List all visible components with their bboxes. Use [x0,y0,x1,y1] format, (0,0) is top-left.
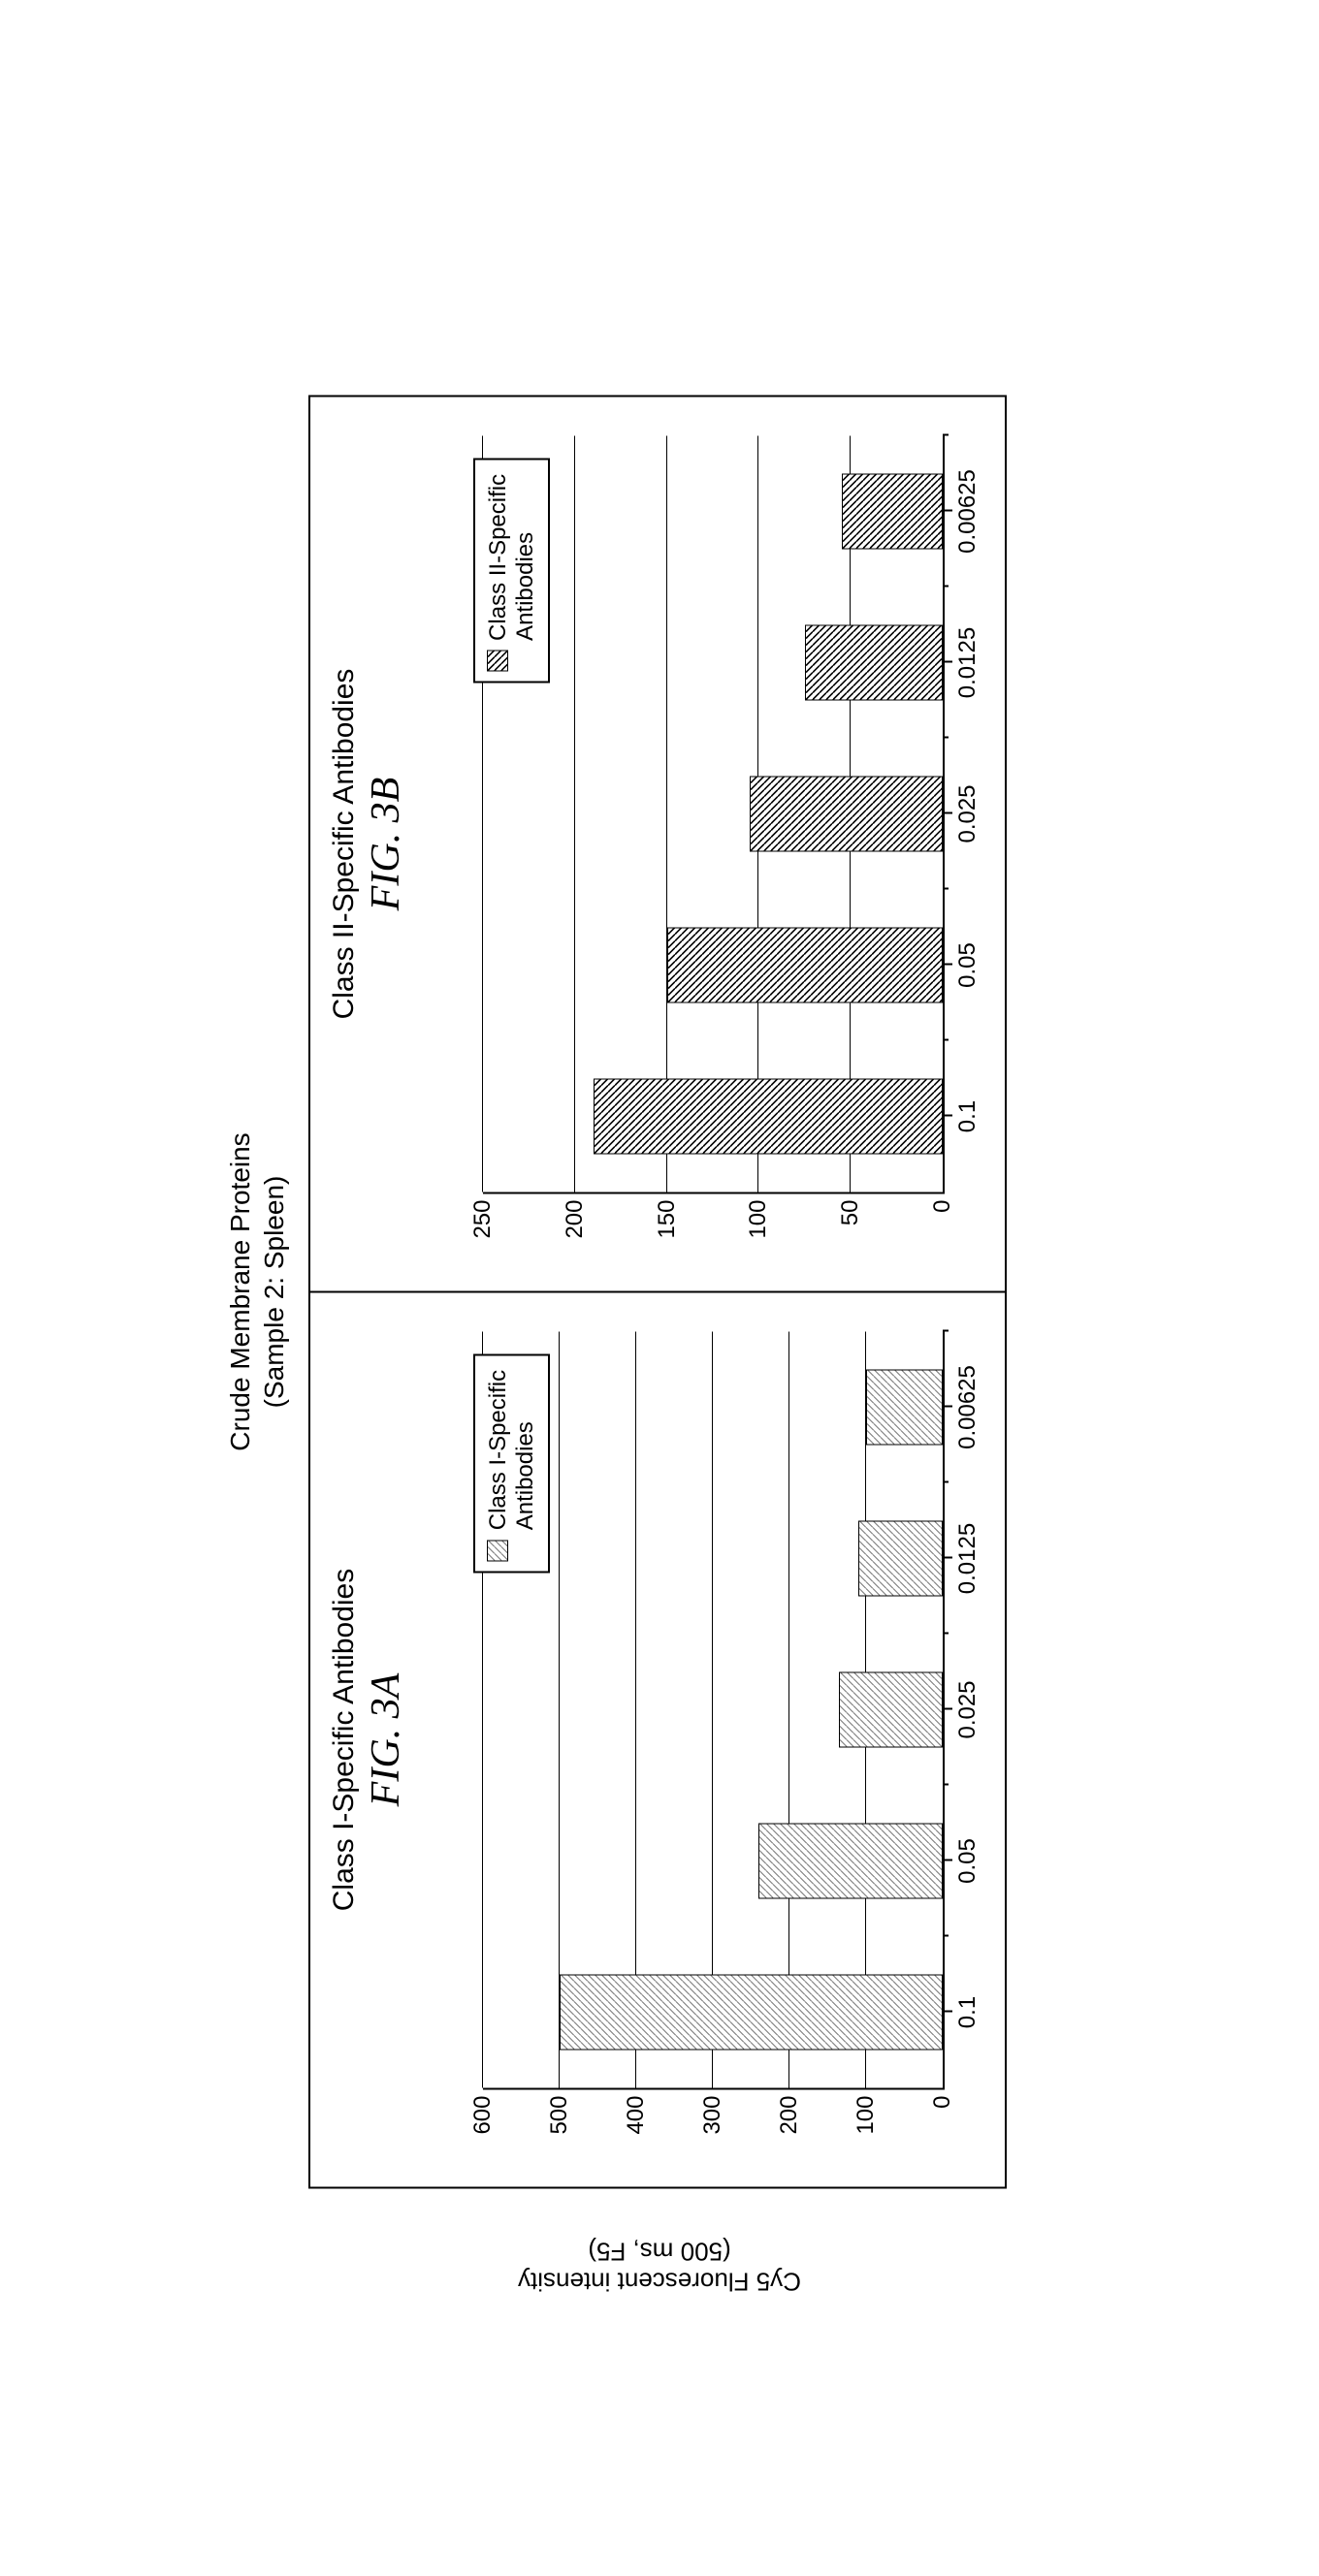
super-title-line2: (Sample 2: Spleen) [259,1175,289,1408]
figure-super-title: Crude Membrane Proteins (Sample 2: Splee… [223,395,291,2188]
panels-container: Class I-Specific AntibodiesFIG. 3A010020… [308,395,1007,2188]
super-title-line1: Crude Membrane Proteins [225,1132,255,1450]
xtick-label: 0.025 [954,1680,981,1738]
xtick [943,1707,952,1709]
xtick [943,811,952,813]
ytick-label: 150 [654,1199,681,1238]
chart-panel-A: Class I-Specific AntibodiesFIG. 3A010020… [310,1292,1005,2186]
xtick-minor [943,1632,949,1634]
bar [667,927,943,1002]
xtick-minor [943,736,949,738]
ytick-label: 0 [929,2095,956,2108]
bar [758,1823,943,1898]
xtick-minor [943,1934,949,1936]
xtick-minor [943,887,949,889]
panel-title: Class II-Specific Antibodies [328,397,361,1290]
chart-panel-B: Class II-Specific AntibodiesFIG. 3B05010… [310,397,1005,1292]
xtick [943,660,952,662]
legend-label: Class II-SpecificAntibodies [485,473,538,640]
y-axis-label: Cy5 Fluorescent intensity (500 ms, F5) [518,2236,801,2296]
legend-label: Class I-SpecificAntibodies [485,1369,538,1529]
xtick [943,1114,952,1116]
ytick-label: 250 [469,1199,497,1238]
xtick-label: 0.00625 [954,1365,981,1449]
xtick-minor [943,585,949,587]
gridline [574,435,575,1192]
xtick-label: 0.05 [954,942,981,988]
ytick-label: 300 [699,2095,726,2134]
figure: Crude Membrane Proteins (Sample 2: Splee… [223,395,1096,2188]
ytick-label: 100 [745,1199,772,1238]
y-axis-label-line2: (500 ms, F5) [588,2237,730,2266]
plot-area: 01002003004005006000.10.050.0250.01250.0… [483,1331,945,2089]
legend-swatch [487,650,508,671]
ytick-label: 100 [853,2095,880,2134]
xtick-minor [943,1480,949,1482]
xtick [943,1556,952,1558]
ytick-label: 200 [562,1199,589,1238]
xtick-label: 0.0125 [954,1522,981,1593]
ytick-label: 200 [776,2095,803,2134]
ytick-label: 500 [546,2095,573,2134]
plot-area: 0501001502002500.10.050.0250.01250.00625… [483,435,945,1193]
xtick-label: 0.05 [954,1838,981,1884]
xtick [943,509,952,511]
xtick-minor [943,1329,949,1331]
ytick-label: 50 [837,1199,864,1225]
bar [866,1369,943,1445]
xtick [943,1405,952,1407]
xtick-label: 0.00625 [954,469,981,554]
legend: Class II-SpecificAntibodies [473,458,550,683]
xtick-minor [943,433,949,435]
bar [839,1671,943,1747]
xtick [943,2010,952,2012]
figure-label: FIG. 3A [363,1292,409,2186]
bar [750,776,943,851]
bar [594,1078,943,1154]
xtick-minor [943,1038,949,1040]
ytick-label: 0 [929,1199,956,1212]
y-axis-label-line1: Cy5 Fluorescent intensity [518,2267,801,2296]
xtick-label: 0.025 [954,784,981,843]
xtick-label: 0.1 [954,1099,981,1131]
xtick-minor [943,1783,949,1785]
xtick [943,1859,952,1860]
xtick-label: 0.0125 [954,626,981,697]
bar [858,1520,943,1596]
legend-swatch [487,1540,508,1561]
ytick-label: 400 [623,2095,650,2134]
bar [805,624,943,700]
panel-title: Class I-Specific Antibodies [328,1292,361,2186]
xtick [943,963,952,965]
bar [842,473,943,549]
xtick-label: 0.1 [954,1995,981,2027]
figure-label: FIG. 3B [363,397,409,1290]
legend: Class I-SpecificAntibodies [473,1353,550,1572]
bar [560,1974,943,2050]
ytick-label: 600 [469,2095,497,2134]
